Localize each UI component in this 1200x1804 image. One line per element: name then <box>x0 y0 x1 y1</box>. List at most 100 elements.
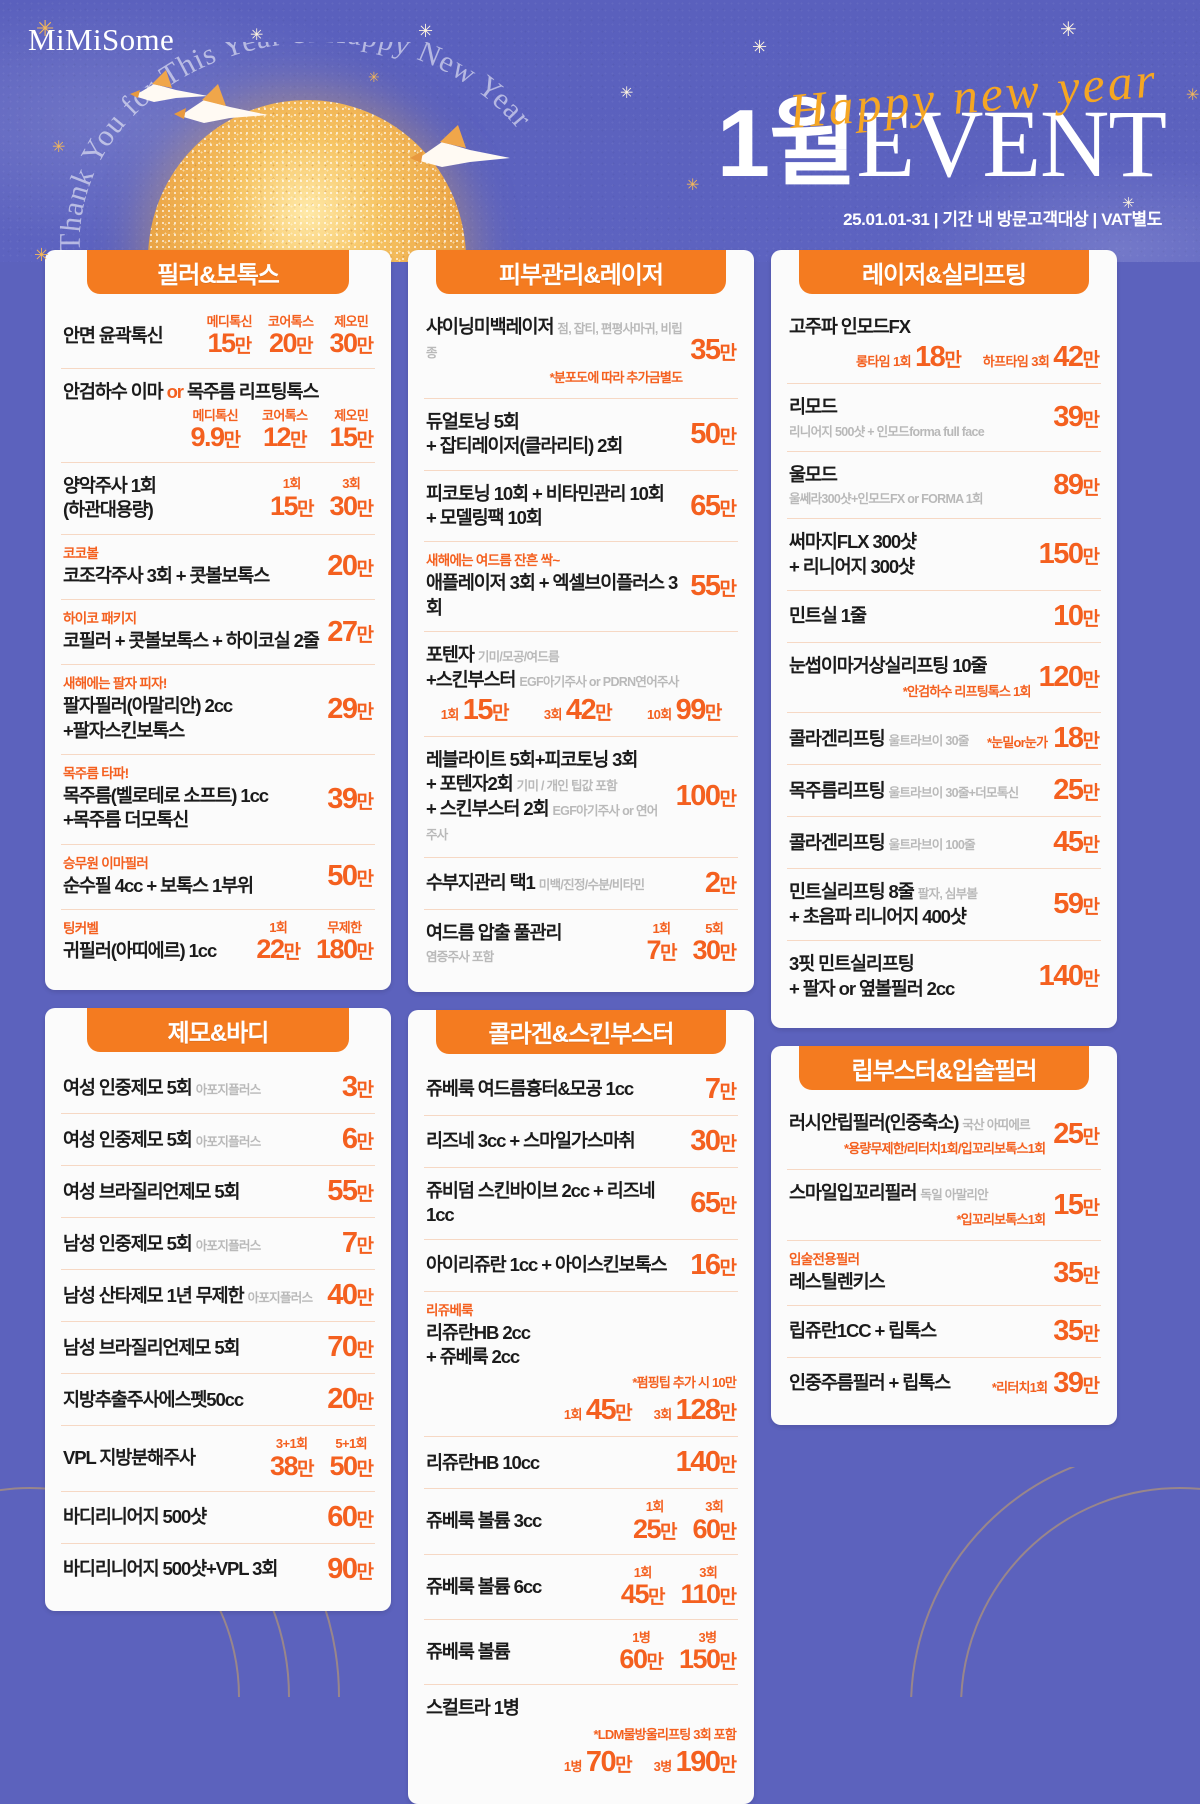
item-price: 35만 <box>690 336 737 365</box>
price-row-item[interactable]: 목주름리프팅 울트라브이 30줄+더모톡신 25만 <box>787 764 1101 816</box>
price-row-item[interactable]: 콜라겐리프팅 울트라브이 100줄 45만 <box>787 816 1101 868</box>
price-row-item[interactable]: 리쥬란HB 10cc 140만 <box>424 1436 738 1488</box>
price-row-item[interactable]: 하이코 패키지 코필러 + 콧볼보톡스 + 하이코실 2줄 27만 <box>61 599 375 664</box>
price-row-item[interactable]: 입술전용필러 레스틸렌키스 35만 <box>787 1239 1101 1305</box>
price-row-item[interactable]: 여드름 압출 풀관리 염증주사 포함 1회 7만 5회 30만 <box>424 908 738 976</box>
item-info: 남성 산타제모 1년 무제한 아포지플러스 <box>63 1284 319 1308</box>
price-row-item[interactable]: 쥬베룩 볼륨 6cc 1회 45만 3회 110만 <box>424 1553 738 1619</box>
price-row-item[interactable]: 코코볼 코조각주사 3회 + 콧볼보톡스 20만 <box>61 533 375 599</box>
price-row-item[interactable]: 립쥬란1CC + 립톡스 35만 <box>787 1305 1101 1357</box>
price-row-item[interactable]: 리쥬베룩 리쥬란HB 2cc + 쥬베룩 2cc *펌핑팁 추가 시 10만 1회 45만… <box>424 1290 738 1437</box>
price-label: 롱타임 1회 <box>855 354 912 370</box>
item-note-line: *용량무제한/리터치1회/입꼬리보톡스1회 <box>789 1138 1046 1158</box>
price-row-item[interactable]: 고주파 인모드FX 롱타임 1회 18만 하프타임 3회 42만 <box>787 304 1101 383</box>
price-value: 89만 <box>1053 468 1100 501</box>
price-unit: 만 <box>1082 547 1101 569</box>
price-row-item[interactable]: 리즈네 3cc + 스마일가스마취 30만 <box>424 1114 738 1167</box>
price-value: 140만 <box>1038 960 1100 993</box>
item-info: 스컬트라 1병 *LDM물방울리프팅 3회 포함 1병 70만 3병 190만 <box>426 1696 737 1776</box>
item-info: 눈썹이마거상실리프팅 10줄 *안검하수 리프팅톡스 1회 <box>789 654 1031 701</box>
item-info: 쥬베룩 여드름흉터&모공 1cc <box>426 1077 697 1101</box>
price-row-item[interactable]: 아이리쥬란 1cc + 아이스킨보톡스 16만 <box>424 1238 738 1291</box>
item-name: 순수필 4cc + 보톡스 1부위 <box>63 874 254 896</box>
price-row-item[interactable]: 승무원 이마필러 순수필 4cc + 보톡스 1부위 50만 <box>61 843 375 909</box>
item-name: 코필러 + 콧볼보톡스 + 하이코실 2줄 <box>63 629 320 651</box>
item-name: 남성 브라질리언제모 5회 <box>63 1336 241 1358</box>
price-row-item[interactable]: 여성 인중제모 5회 아포지플러스 3만 <box>61 1062 375 1113</box>
price-row-item[interactable]: VPL 지방분해주사 3+1회 38만 5+1회 50만 <box>61 1425 375 1490</box>
item-info: 포텐자 기미/모공/여드름 +스킨부스터 EGF아기주사 or PDRN연어주사 1… <box>426 643 736 725</box>
price-row-item[interactable]: 써마지FLX 300샷 + 리니어지 300샷 150만 <box>787 518 1101 590</box>
price-row-item[interactable]: 쥬베룩 여드름흉터&모공 1cc 7만 <box>424 1064 738 1115</box>
sparkle-icon: ✳ <box>1060 19 1077 41</box>
item-tag: 리쥬베룩 <box>426 1302 474 1318</box>
price-row-item[interactable]: 쥬베룩 볼륨 1병 60만 3병 150만 <box>424 1619 738 1684</box>
item-note-line: *LDM물방울리프팅 3회 포함 <box>426 1724 736 1744</box>
price-row-item[interactable]: 쥬베룩 볼륨 3cc 1회 25만 3회 60만 <box>424 1488 738 1553</box>
price-row-item[interactable]: 안검하수 이마 or 목주름 리프팅톡스 메디톡신 9.9만 코어톡스 12만 제오민 15… <box>61 368 375 462</box>
price-row-item[interactable]: 3핏 민트실리프팅 + 팔자 or 옆볼필러 2cc 140만 <box>787 940 1101 1012</box>
item-name: 코조각주사 3회 + 콧볼보톡스 <box>63 564 270 586</box>
price-row-item[interactable]: 러시안립필러(인중축소) 국산 아띠에르 *용량무제한/리터치1회/입꼬리보톡스1… <box>787 1100 1101 1169</box>
price-row-item[interactable]: 새해에는 여드름 잔흔 싹~ 애플레이저 3회 + 엑셀브이플러스 3회 55만 <box>424 541 738 631</box>
item-subtitle: 울트라브이 30줄+더모톡신 <box>888 785 1020 800</box>
price-cell: 10회 99만 <box>647 695 722 725</box>
price-row-item[interactable]: 포텐자 기미/모공/여드름 +스킨부스터 EGF아기주사 or PDRN연어주사 1… <box>424 631 738 736</box>
price-row-item[interactable]: 쥬비덤 스킨바이브 2cc + 리즈네 1cc 65만 <box>424 1166 738 1239</box>
price-row-item[interactable]: 안면 윤곽톡신 메디톡신 15만 코어톡스 20만 제오민 30만 <box>61 304 375 368</box>
section-rows: 샤이닝미백레이저 점, 잡티, 편평사마귀, 비립종 *분포도에 따라 추가금별도… <box>408 304 754 976</box>
item-info: 남성 브라질리언제모 5회 <box>63 1336 319 1360</box>
price-row-item[interactable]: 민트실 1줄 10만 <box>787 590 1101 642</box>
price-row-item[interactable]: 스마일입꼬리필러 독일 아말리안 *입꼬리보톡스1회 15만 <box>787 1169 1101 1239</box>
price-row-item[interactable]: 인중주름필러 + 립톡스 *리터치1회 39만 <box>787 1357 1101 1409</box>
price-row-item[interactable]: 콜라겐리프팅 울트라브이 30줄 *눈밑or눈가 18만 <box>787 712 1101 764</box>
item-price: 89만 <box>1053 468 1100 501</box>
price-cell: 5회 30만 <box>692 921 737 964</box>
item-info: 쥬베룩 볼륨 <box>426 1640 611 1664</box>
price-row-item[interactable]: 지방추출주사에스펫50cc 20만 <box>61 1373 375 1425</box>
price-value: 140만 <box>675 1446 737 1479</box>
price-row-item[interactable]: 새해에는 팔자 피자! 팔자필러(아말리안) 2cc +팔자스킨보톡스 29만 <box>61 664 375 754</box>
item-price: 7만 <box>705 1074 737 1104</box>
item-name: 포텐자 기미/모공/여드름 <box>426 644 560 666</box>
price-row: 1회 15만 3회 42만 10회 99만 <box>426 695 736 725</box>
price-row-item[interactable]: 팅커벨 귀필러(아띠에르) 1cc 1회 22만 무제한 180만 <box>61 909 375 974</box>
price-row-item[interactable]: 피코토닝 10회 + 비타민관리 10회 + 모델링팩 10회 65만 <box>424 469 738 542</box>
price-row-item[interactable]: 남성 인중제모 5회 아포지플러스 7만 <box>61 1217 375 1269</box>
price-row-item[interactable]: 바디리니어지 500샷+VPL 3회 90만 <box>61 1542 375 1595</box>
section-card-collagen-booster: 콜라겐&스킨부스터 쥬베룩 여드름흉터&모공 1cc 7만 리즈네 3cc + 스마일… <box>408 1009 754 1804</box>
item-price: 16만 <box>690 1250 737 1280</box>
price-row-item[interactable]: 여성 인중제모 5회 아포지플러스 6만 <box>61 1113 375 1165</box>
price-cell: 1회 25만 <box>633 1500 678 1543</box>
price-row-item[interactable]: 샤이닝미백레이저 점, 잡티, 편평사마귀, 비립종 *분포도에 따라 추가금별도… <box>424 304 738 398</box>
item-price: 70만 <box>327 1333 374 1362</box>
price-row-item[interactable]: 스컬트라 1병 *LDM물방울리프팅 3회 포함 1병 70만 3병 190만 <box>424 1684 738 1787</box>
item-name: 쥬비덤 스킨바이브 2cc + 리즈네 1cc <box>426 1179 656 1226</box>
item-name: 여성 인중제모 5회 아포지플러스 <box>63 1076 261 1098</box>
price-row-item[interactable]: 남성 산타제모 1년 무제한 아포지플러스 40만 <box>61 1269 375 1321</box>
price-value: 9.9만 <box>190 422 241 452</box>
price-row-item[interactable]: 울모드 울쎄라300샷+인모드FX or FORMA 1회 89만 <box>787 450 1101 518</box>
price-row-item[interactable]: 여성 브라질리언제모 5회 55만 <box>61 1165 375 1217</box>
price-label: 제오민 <box>334 314 369 329</box>
price-row-item[interactable]: 바디리니어지 500샷 60만 <box>61 1490 375 1543</box>
price-row-item[interactable]: 민트실리프팅 8줄 팔자, 심부볼 + 초음파 리니어지 400샷 59만 <box>787 868 1101 940</box>
price-row-item[interactable]: 리모드 리니어지 500샷 + 인모드forma full face 39만 <box>787 383 1101 450</box>
item-note-line: *입꼬리보톡스1회 <box>789 1209 1046 1229</box>
price-row-item[interactable]: 양악주사 1회 (하관대용량) 1회 15만 3회 30만 <box>61 462 375 534</box>
price-row-item[interactable]: 목주름 타파! 목주름(벨로테로 소프트) 1cc +목주름 더모톡신 39만 <box>61 754 375 844</box>
price-row-item[interactable]: 듀얼토닝 5회 + 잡티레이저(클라리티) 2회 50만 <box>424 397 738 470</box>
price-row-item[interactable]: 남성 브라질리언제모 5회 70만 <box>61 1321 375 1373</box>
price-value: 25만 <box>1053 774 1100 807</box>
section-card-hair-body: 제모&바디 여성 인중제모 5회 아포지플러스 3만 여성 인중제모 5회 아포지플러… <box>45 1008 391 1611</box>
item-tag: 하이코 패키지 <box>63 611 137 627</box>
price-row-item[interactable]: 수부지관리 택1 미백/진정/수분/비타민 2만 <box>424 856 738 909</box>
item-tag: 목주름 타파! <box>63 766 129 782</box>
item-subtitle: 기미/모공/여드름 <box>477 650 560 665</box>
price-row-item[interactable]: 눈썹이마거상실리프팅 10줄 *안검하수 리프팅톡스 1회 120만 <box>787 642 1101 712</box>
price-unit: 만 <box>1082 1127 1101 1149</box>
item-price: 140만 <box>675 1446 737 1479</box>
section-rows: 러시안립필러(인중축소) 국산 아띠에르 *용량무제한/리터치1회/입꼬리보톡스1… <box>771 1100 1117 1409</box>
item-name: 듀얼토닝 5회 <box>426 410 520 432</box>
price-row-item[interactable]: 레블라이트 5회+피코토닝 3회 + 포텐자2회 기미 / 개인 팁값 포함 + 스… <box>424 735 738 857</box>
